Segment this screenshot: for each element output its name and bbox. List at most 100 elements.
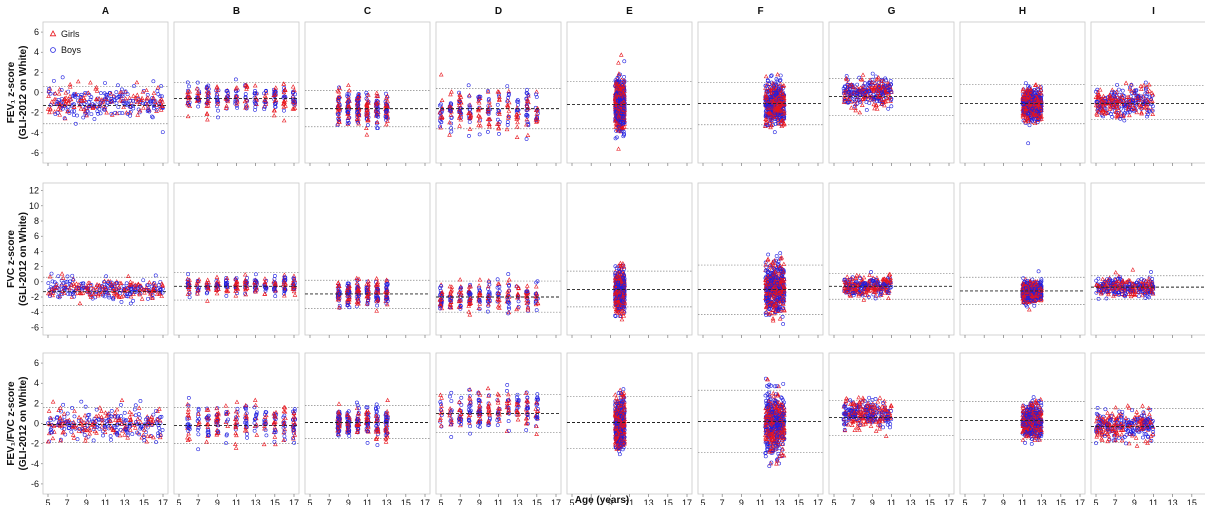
data-point-girls xyxy=(242,281,248,286)
data-point-girls xyxy=(476,98,481,103)
data-point-girls xyxy=(476,122,481,128)
data-point-boys xyxy=(102,107,107,112)
data-point-girls xyxy=(477,114,483,119)
data-point-boys xyxy=(505,297,510,302)
data-point-girls xyxy=(457,289,462,294)
data-point-boys xyxy=(125,292,130,297)
data-point-girls xyxy=(1036,105,1042,110)
data-point-boys xyxy=(117,111,122,115)
data-point-girls xyxy=(457,277,463,282)
data-point-girls xyxy=(614,86,619,91)
data-point-girls xyxy=(224,287,229,293)
data-point-boys xyxy=(215,104,219,109)
scatter-points xyxy=(1093,80,1156,123)
data-point-girls xyxy=(448,292,454,297)
data-point-boys xyxy=(51,78,56,83)
data-point-girls xyxy=(885,80,891,85)
data-point-boys xyxy=(355,109,360,114)
data-point-boys xyxy=(882,84,887,89)
data-point-girls xyxy=(205,277,211,282)
data-point-boys xyxy=(96,111,100,116)
data-point-boys xyxy=(1030,106,1035,111)
data-point-girls xyxy=(1136,97,1142,102)
data-point-boys xyxy=(187,291,192,296)
data-point-girls xyxy=(871,101,877,107)
data-point-boys xyxy=(772,94,776,99)
data-point-boys xyxy=(138,284,142,289)
data-point-girls xyxy=(524,293,530,299)
data-point-boys xyxy=(448,101,453,106)
data-point-girls xyxy=(466,309,472,314)
data-point-boys xyxy=(1101,114,1105,119)
data-point-girls xyxy=(344,287,350,292)
data-point-boys xyxy=(1030,107,1034,112)
data-point-boys xyxy=(67,111,72,115)
data-point-boys xyxy=(1128,109,1132,114)
data-point-boys xyxy=(618,117,623,122)
data-point-boys xyxy=(486,98,491,103)
data-point-boys xyxy=(772,81,777,86)
data-point-girls xyxy=(186,95,192,100)
data-point-boys xyxy=(59,283,64,288)
data-point-boys xyxy=(95,109,100,114)
data-point-boys xyxy=(1138,94,1143,99)
data-point-girls xyxy=(204,111,210,116)
data-point-girls xyxy=(139,95,145,100)
data-point-girls xyxy=(487,121,492,127)
data-point-girls xyxy=(879,97,885,102)
data-point-girls xyxy=(458,94,464,99)
data-point-boys xyxy=(438,293,442,297)
data-point-girls xyxy=(877,86,882,91)
data-point-girls xyxy=(366,100,371,105)
data-point-girls xyxy=(1113,113,1119,118)
data-point-girls xyxy=(144,87,149,93)
panel-G-row-1 xyxy=(828,21,955,166)
data-point-boys xyxy=(858,100,862,104)
data-point-boys xyxy=(116,83,120,88)
data-point-girls xyxy=(271,113,277,118)
data-point-boys xyxy=(449,129,454,134)
y-tick-label: 2 xyxy=(34,67,39,77)
data-point-boys xyxy=(70,109,74,114)
data-point-girls xyxy=(63,100,68,105)
data-point-boys xyxy=(467,103,472,108)
data-point-girls xyxy=(70,276,76,282)
data-point-girls xyxy=(1142,105,1148,110)
data-point-boys xyxy=(160,290,165,295)
data-point-girls xyxy=(1025,114,1031,120)
data-point-boys xyxy=(384,109,389,114)
data-point-boys xyxy=(850,83,855,87)
data-point-girls xyxy=(505,102,510,107)
data-point-boys xyxy=(1143,80,1148,85)
data-point-boys xyxy=(515,98,520,102)
data-point-girls xyxy=(292,87,297,93)
data-point-girls xyxy=(1124,94,1130,99)
data-point-girls xyxy=(143,285,149,290)
data-point-boys xyxy=(888,79,893,83)
data-point-boys xyxy=(768,74,773,79)
data-point-boys xyxy=(128,109,133,114)
data-point-girls xyxy=(497,97,502,102)
data-point-boys xyxy=(123,89,128,94)
data-point-girls xyxy=(77,290,82,296)
data-point-boys xyxy=(83,91,87,95)
data-point-girls xyxy=(1107,106,1113,111)
data-point-girls xyxy=(354,280,360,285)
y-tick-label: 12 xyxy=(29,186,39,196)
data-point-boys xyxy=(449,101,454,106)
data-point-girls xyxy=(1023,119,1029,124)
data-point-girls xyxy=(233,86,239,91)
data-point-girls xyxy=(1035,114,1040,119)
data-point-girls xyxy=(774,86,780,91)
data-point-girls xyxy=(466,288,472,293)
data-point-boys xyxy=(1109,112,1114,117)
data-point-girls xyxy=(134,92,140,97)
data-point-boys xyxy=(70,291,75,296)
data-point-girls xyxy=(103,286,108,291)
data-point-boys xyxy=(345,294,350,299)
data-point-girls xyxy=(60,275,66,280)
data-point-boys xyxy=(262,285,267,290)
data-point-boys xyxy=(155,89,160,93)
data-point-girls xyxy=(1131,105,1137,110)
data-point-girls xyxy=(1111,102,1117,107)
